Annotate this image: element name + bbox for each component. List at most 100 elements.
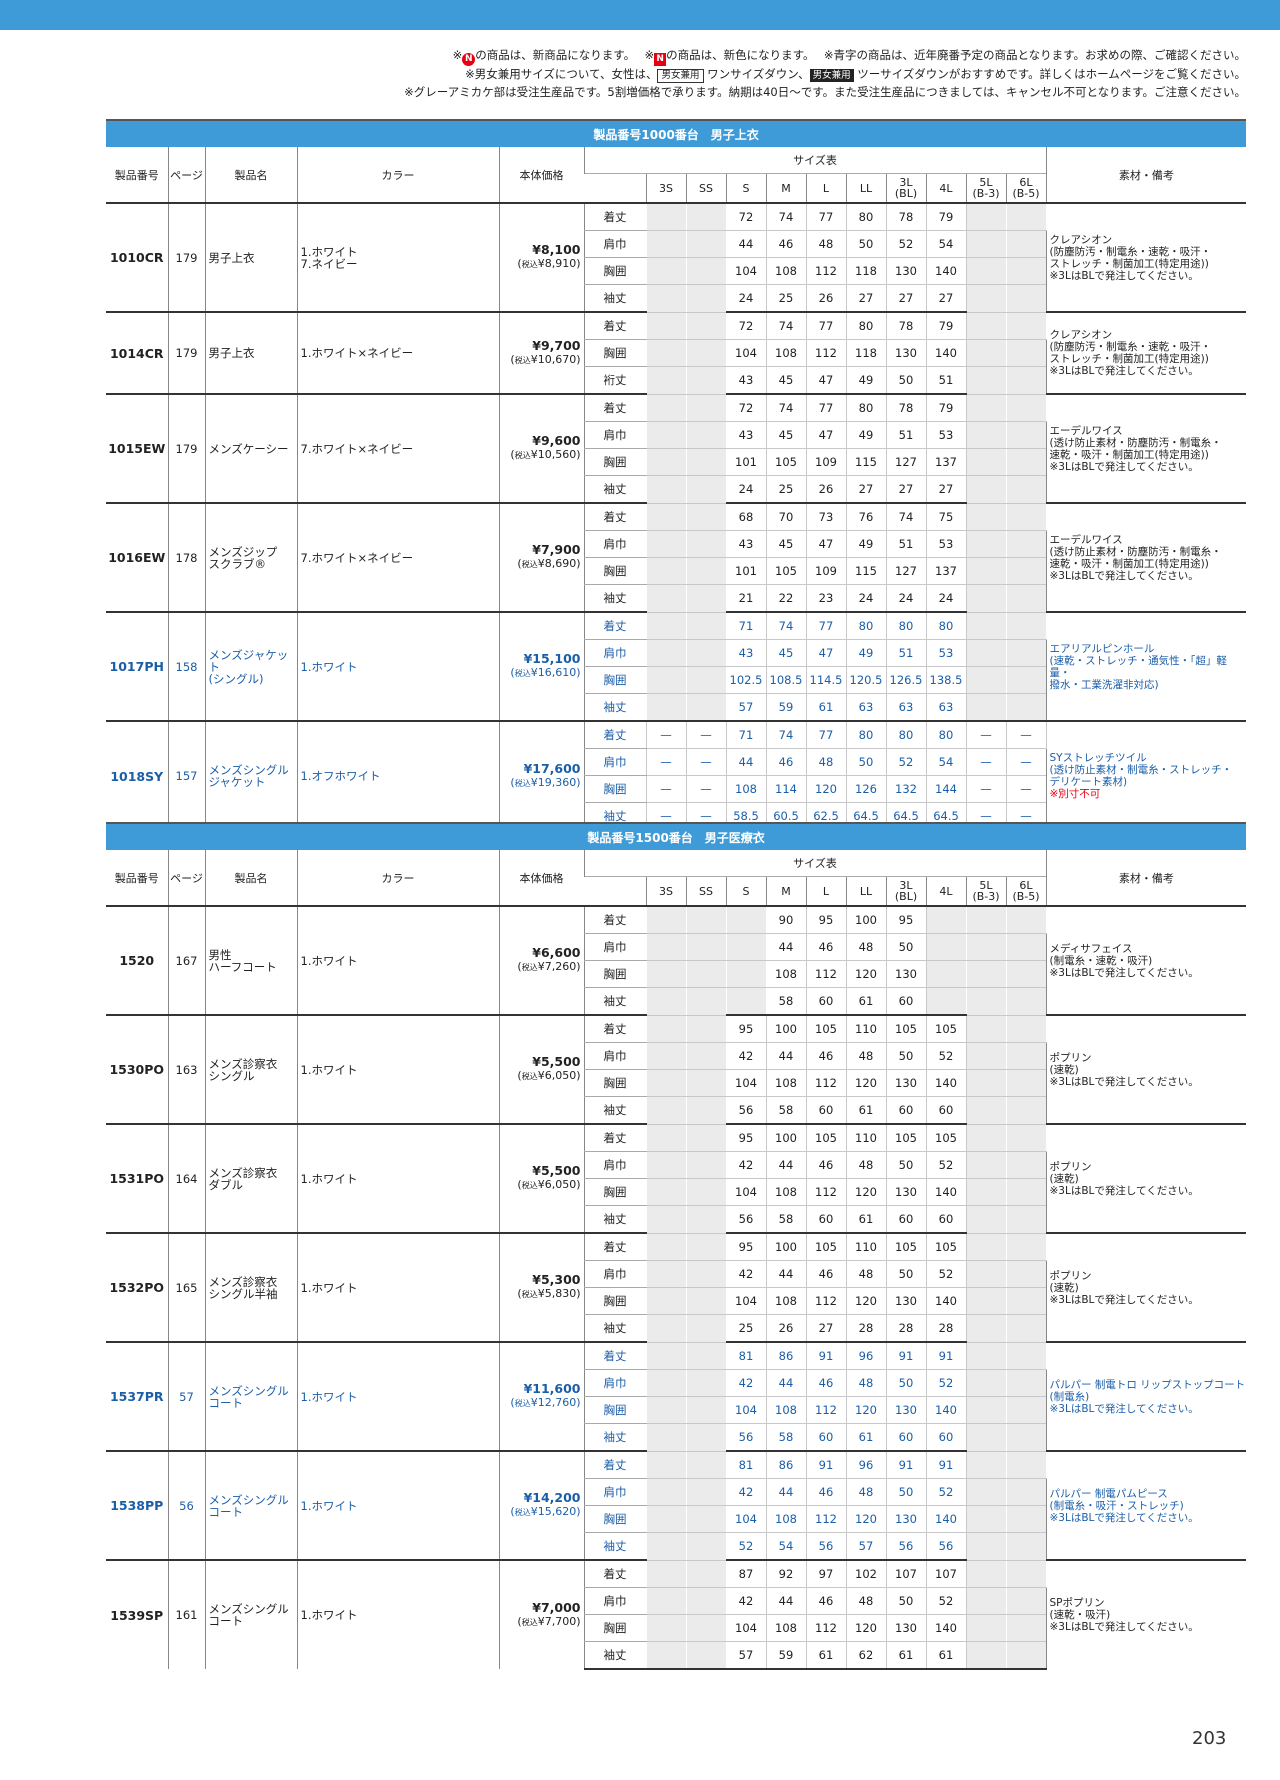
size-value: 100 xyxy=(765,1123,807,1152)
page-ref: 165 xyxy=(167,1232,205,1342)
size-value: 105 xyxy=(805,1123,847,1152)
size-value xyxy=(965,366,1007,395)
size-value: 60 xyxy=(885,987,927,1016)
page-ref: 57 xyxy=(167,1341,205,1451)
size-value xyxy=(965,475,1007,504)
tax-included-price: (税込¥8,690) xyxy=(517,557,581,570)
size-value: 61 xyxy=(805,1641,847,1670)
size-value xyxy=(1005,1096,1047,1125)
size-value: 80 xyxy=(885,720,927,749)
size-value xyxy=(645,1042,687,1070)
remarks-line: メディサフェイス xyxy=(1049,942,1133,955)
size-value xyxy=(1005,1232,1047,1261)
size-value xyxy=(965,960,1007,988)
size-value: 42 xyxy=(725,1260,767,1288)
size-value xyxy=(685,987,727,1016)
remarks-line: ※3LはBLで発注してください。 xyxy=(1049,1184,1199,1197)
remarks-line: (制電糸・吸汗・ストレッチ) xyxy=(1049,1499,1184,1512)
tax-label: 税込 xyxy=(521,1290,538,1299)
size-value: 104 xyxy=(725,1178,767,1206)
measure-label: 着丈 xyxy=(583,502,646,531)
size-value xyxy=(685,448,727,476)
table-row: 袖丈 57 59 61 63 63 63 xyxy=(106,693,1246,722)
tax-label: 税込 xyxy=(514,778,531,788)
size-value: 61 xyxy=(845,1096,887,1125)
size-value: 109 xyxy=(805,557,847,585)
base-price: ¥9,600 xyxy=(532,433,581,448)
size-value xyxy=(645,1423,687,1452)
note-text: ※ xyxy=(452,48,463,62)
product-id: 1530PO xyxy=(106,1014,168,1124)
section-title-row: 製品番号1000番台 男子上衣 xyxy=(106,119,1247,147)
size-value: 50 xyxy=(885,1042,927,1070)
size-value xyxy=(965,1069,1007,1097)
size-value: 45 xyxy=(765,421,807,449)
size-value xyxy=(965,1287,1007,1315)
size-value xyxy=(685,1287,727,1315)
color-line: 1.ホワイト xyxy=(300,953,358,968)
size-value: 74 xyxy=(765,393,807,422)
table-row: 胸囲 104 108 112 118 130 140 xyxy=(106,257,1246,285)
size-value: 96 xyxy=(845,1450,887,1479)
size-value xyxy=(685,933,727,961)
table-row: 1531PO 164 メンズ診察衣 ダブル 1.ホワイト ¥5,500 (税込¥6,050)… xyxy=(106,1123,1247,1233)
size-value xyxy=(1005,366,1047,395)
product-color: 1.ホワイト xyxy=(296,1559,499,1669)
header-page: ページ xyxy=(167,147,205,203)
product-name-line: (シングル) xyxy=(208,671,264,686)
header-product-name: 製品名 xyxy=(204,147,297,203)
color-line: 1.ホワイト xyxy=(300,659,358,674)
header-product-id: 製品番号 xyxy=(114,871,159,885)
note-text: の商品は、新色になります。 ※青字の商品は、近年廃番予定の商品となります。お求め… xyxy=(666,48,1246,62)
product-name: メンズ診察衣 ダブル xyxy=(204,1123,297,1233)
size-header-5: LL xyxy=(845,876,886,907)
size-value: 95 xyxy=(725,1123,767,1152)
size-header-2: S xyxy=(725,173,766,204)
size-value xyxy=(725,933,767,961)
size-value xyxy=(685,1423,727,1452)
size-value xyxy=(1005,1505,1047,1533)
size-value xyxy=(1005,557,1047,585)
size-value: 44 xyxy=(765,1478,807,1506)
color-line: 7.ホワイト×ネイビー xyxy=(300,550,414,565)
remarks: ポプリン (速乾) ※3LはBLで発注してください。 xyxy=(1045,1232,1247,1342)
color-line: 7.ネイビー xyxy=(300,256,358,271)
tax-included-price: (税込¥8,910) xyxy=(517,257,581,270)
size-value: 75 xyxy=(925,502,967,531)
table-row: 胸囲 104 108 112 120 130 140 xyxy=(106,1396,1246,1424)
product-id: 1539SP xyxy=(106,1559,168,1669)
size-value: 24 xyxy=(845,584,887,613)
size-value xyxy=(685,311,727,340)
remarks-line: (制電糸・速乾・吸汗) xyxy=(1049,954,1153,967)
table-row: 胸囲 101 105 109 115 127 137 xyxy=(106,557,1246,585)
size-value: 132 xyxy=(885,775,927,803)
base-price: ¥8,100 xyxy=(532,242,581,257)
size-value xyxy=(645,1096,687,1125)
size-header-1: SS xyxy=(685,876,726,907)
size-value xyxy=(965,1423,1007,1452)
size-value: 57 xyxy=(845,1532,887,1561)
tax-price-value: ¥7,700 xyxy=(537,1614,577,1628)
header-price: 本体価格 xyxy=(498,850,584,906)
size-value: 81 xyxy=(725,1341,767,1370)
size-value: 27 xyxy=(845,475,887,504)
measure-label: 着丈 xyxy=(583,393,646,422)
size-value: 126.5 xyxy=(885,666,927,694)
size-value: 28 xyxy=(845,1314,887,1343)
size-value: 52 xyxy=(725,1532,767,1561)
product-id: 1010CR xyxy=(106,202,168,312)
remarks-line: パルパー 制電トロ リップストップコート xyxy=(1049,1378,1246,1391)
product-name: メンズシングル ジャケット xyxy=(204,720,297,830)
size-value: — xyxy=(1005,720,1047,749)
size-value: 108 xyxy=(765,1178,807,1206)
size-value: 61 xyxy=(805,693,847,722)
size-value xyxy=(685,421,727,449)
remarks-line: エーデルワイス xyxy=(1049,424,1123,437)
size-value xyxy=(685,1314,727,1343)
product-color: 1.ホワイト×ネイビー xyxy=(296,311,499,394)
table-row: 肩巾 — —44 46 48 50 52 54— — xyxy=(106,748,1246,776)
size-value: 108 xyxy=(765,960,807,988)
size-value: 48 xyxy=(845,1042,887,1070)
size-value: 140 xyxy=(925,1287,967,1315)
size-value xyxy=(1005,1042,1047,1070)
